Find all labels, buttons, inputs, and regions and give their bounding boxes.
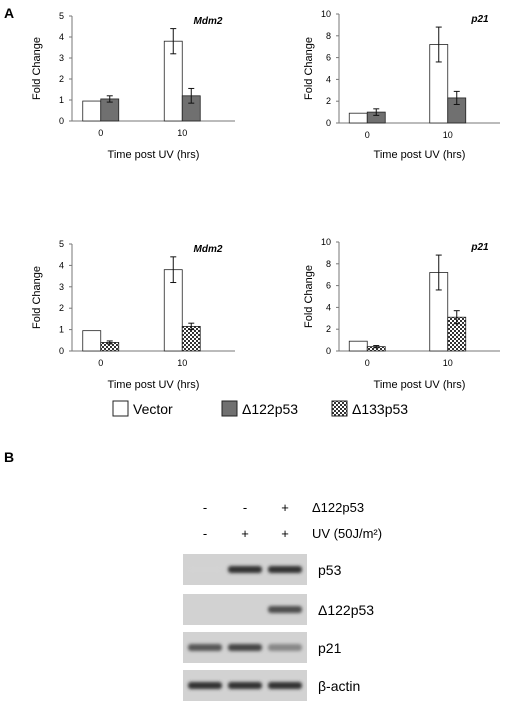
y-tick-label: 4 [326,302,331,312]
y-tick-label: 0 [59,116,64,126]
y-tick-label: 4 [59,32,64,42]
x-tick-label: 10 [443,358,453,368]
blot-row-3: p21 [183,632,342,663]
bar-Vector-0 [82,100,102,122]
y-tick-label: 5 [59,11,64,21]
condition-mark: - [243,500,247,515]
blot-label-3: p21 [318,640,342,656]
chart-2: 0 2 4 6 8 10 0 10 p21 Fold Change Time post UV (hr… [303,9,500,161]
condition-mark: + [241,526,249,541]
x-tick-label: 0 [98,358,103,368]
y-tick-label: 0 [326,118,331,128]
y-tick-label: 8 [326,31,331,41]
bar-Vector-0 [82,330,102,352]
y-tick-label: 8 [326,259,331,269]
chart-1: 0 1 2 3 4 5 0 10 Mdm2 Fold Change Time post UV (hr… [31,11,235,161]
y-tick-label: 10 [321,9,331,19]
chart-3: 0 1 2 3 4 5 0 10 Mdm2 Fold Change Time post UV (hr… [31,239,235,391]
blot-band [188,682,222,689]
legend-swatch-1 [112,400,129,417]
y-axis-label: Fold Change [31,266,43,329]
y-axis-label: Fold Change [303,265,315,328]
western-blot: - - + Δ122p53 - + + UV (50J/m²) p53 Δ122p53 p21 β-a… [183,500,382,701]
y-tick-label: 2 [326,96,331,106]
y-tick-label: 10 [321,237,331,247]
y-axis-label: Fold Change [31,37,43,100]
x-axis-label: Time post UV (hrs) [108,379,200,391]
y-tick-label: 4 [326,74,331,84]
blot-band [268,566,302,573]
legend-label-3: Δ133p53 [352,401,408,417]
blot-row-2: Δ122p53 [183,594,374,625]
x-tick-label: 0 [365,130,370,140]
x-axis-label: Time post UV (hrs) [108,149,200,161]
x-axis-label: Time post UV (hrs) [374,379,466,391]
blot-band [268,682,302,689]
panel-a-label: A [4,5,14,21]
blot-band [188,566,222,573]
blot-label-4: β-actin [318,678,360,694]
blot-row-4: β-actin [183,670,360,701]
x-tick-label: 0 [98,128,103,138]
blot-band [228,644,262,651]
x-axis-label: Time post UV (hrs) [374,149,466,161]
y-tick-label: 0 [59,346,64,356]
blot-band [268,606,302,613]
y-tick-label: 2 [326,324,331,334]
blot-row-1: p53 [183,554,342,585]
chart-title: p21 [470,242,489,253]
blot-band [188,644,222,651]
x-tick-label: 10 [177,128,187,138]
legend: Vector Δ122p53 Δ133p53 [112,400,408,417]
chart-title: Mdm2 [194,244,223,255]
legend-swatch-2 [221,400,238,417]
y-tick-label: 3 [59,53,64,63]
condition-mark: - [203,526,207,541]
y-tick-label: 6 [326,53,331,63]
blot-band [228,682,262,689]
legend-label-1: Vector [133,401,173,417]
y-tick-label: 4 [59,260,64,270]
blot-label-2: Δ122p53 [318,602,374,618]
y-tick-label: 3 [59,282,64,292]
chart-title: p21 [470,14,489,25]
condition-label-1: Δ122p53 [312,500,364,515]
x-tick-label: 10 [443,130,453,140]
blot-band [268,644,302,651]
y-tick-label: 2 [59,74,64,84]
legend-label-2: Δ122p53 [242,401,298,417]
y-tick-label: 0 [326,346,331,356]
x-tick-label: 0 [365,358,370,368]
panel-b-label: B [4,449,14,465]
condition-mark: + [281,500,289,515]
chart-4: 0 2 4 6 8 10 0 10 p21 Fold Change Time post UV (hr… [303,237,500,391]
y-axis-label: Fold Change [303,37,315,100]
bar-Vector-0 [348,340,368,352]
y-tick-label: 6 [326,281,331,291]
condition-mark: + [281,526,289,541]
y-tick-label: 1 [59,95,64,105]
x-tick-label: 10 [177,358,187,368]
blot-band [228,566,262,573]
legend-swatch-3 [331,400,348,417]
chart-title: Mdm2 [194,16,223,27]
y-tick-label: 1 [59,325,64,335]
condition-mark: - [203,500,207,515]
blot-label-1: p53 [318,562,342,578]
y-tick-label: 5 [59,239,64,249]
bar-Vector-0 [348,112,368,124]
condition-label-2: UV (50J/m²) [312,526,382,541]
y-tick-label: 2 [59,303,64,313]
